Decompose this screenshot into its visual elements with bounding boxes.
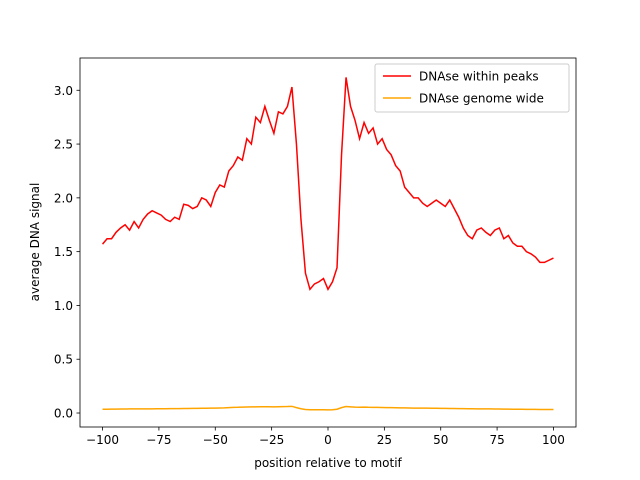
series-line [101, 77, 554, 291]
x-tick-label: −25 [259, 433, 284, 447]
legend-label: DNAse genome wide [419, 92, 544, 106]
legend-box [374, 63, 570, 113]
x-tick-label: 50 [433, 433, 448, 447]
y-tick-label: 2.5 [54, 138, 73, 152]
y-tick-label: 0.0 [54, 407, 73, 421]
y-tick-label: 0.5 [54, 353, 73, 367]
y-tick-label: 1.0 [54, 299, 73, 313]
legend-label: DNAse within peaks [419, 70, 539, 84]
y-tick-label: 3.0 [54, 84, 73, 98]
x-tick-label: −50 [203, 433, 228, 447]
y-tick-label: 2.0 [54, 191, 73, 205]
y-axis-label: average DNA signal [28, 183, 42, 302]
x-tick-label: 0 [324, 433, 332, 447]
x-tick-label: −75 [146, 433, 171, 447]
x-axis-label: position relative to motif [254, 456, 402, 470]
axes-frame [79, 57, 577, 428]
x-tick-label: −100 [86, 433, 119, 447]
x-tick-label: 100 [542, 433, 565, 447]
x-tick-label: 75 [489, 433, 504, 447]
series-line [102, 405, 554, 411]
y-tick-label: 1.5 [54, 245, 73, 259]
x-tick-label: 25 [377, 433, 392, 447]
